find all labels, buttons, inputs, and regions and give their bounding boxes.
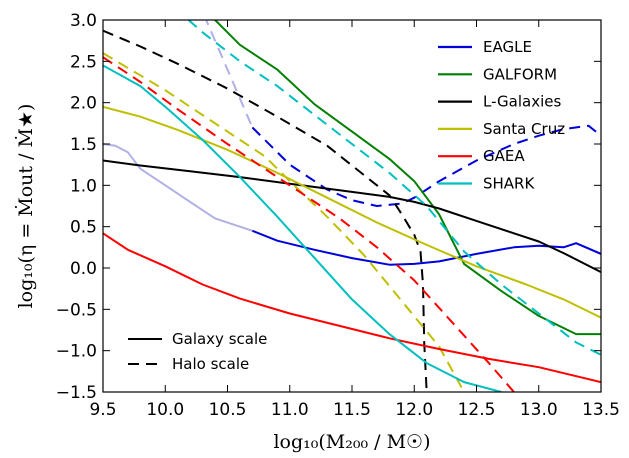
x-tick-label: 9.5: [89, 400, 116, 420]
legend-label-santa-cruz: Santa Cruz: [483, 120, 565, 138]
x-tick-label: 12.0: [395, 400, 433, 420]
series-galform-galaxy: [213, 20, 601, 336]
x-tick-label: 10.5: [209, 400, 247, 420]
x-axis-label: log₁₀(M₂₀₀ / M☉): [273, 431, 430, 453]
legend-label-shark: SHARK: [483, 175, 535, 193]
series-layer: [103, 20, 601, 392]
x-tick-label: 11.5: [333, 400, 371, 420]
legend-label-galaxy-scale: Galaxy scale: [172, 330, 267, 348]
legend-label-halo-scale: Halo scale: [172, 355, 249, 373]
y-tick-label: −1.5: [56, 383, 97, 403]
x-tick-label: 10.0: [146, 400, 184, 420]
y-tick-label: 3.0: [70, 11, 97, 31]
x-tick-label: 13.0: [520, 400, 558, 420]
legend-label-eagle: EAGLE: [483, 38, 532, 56]
legend-label-galform: GALFORM: [483, 65, 557, 83]
series-eagle-galaxy: [252, 229, 601, 266]
legend-label-l-galaxies: L-Galaxies: [483, 93, 562, 111]
y-tick-label: 2.0: [70, 94, 97, 114]
y-tick-label: 1.5: [70, 135, 97, 155]
series-eagle-halo: [251, 124, 601, 207]
y-tick-label: 0.5: [70, 218, 97, 238]
series-l-galaxies-galaxy: [103, 159, 601, 273]
x-tick-label: 13.5: [582, 400, 620, 420]
y-tick-label: 0.0: [70, 259, 97, 279]
series-santa-cruz-galaxy: [103, 105, 601, 319]
y-tick-label: −1.0: [56, 342, 97, 362]
series-shark-galaxy: [103, 64, 502, 392]
y-axis-label: log₁₀(η = Ṁout / Ṁ★): [14, 104, 37, 309]
legend-label-gaea: GAEA: [483, 147, 525, 165]
x-tick-label: 11.0: [271, 400, 309, 420]
ticks-layer: 9.5 10.0 10.5 11.0 11.5 12.0 12.5 13.0 13.5 3.0 2.…: [56, 11, 620, 420]
y-tick-label: 2.5: [70, 52, 97, 72]
series-l-galaxies-halo: [103, 29, 428, 392]
series-santa-cruz-halo: [103, 52, 465, 392]
x-tick-label: 12.5: [458, 400, 496, 420]
series-shark-halo: [187, 20, 601, 356]
series-eagle-halo-faded: [205, 20, 254, 128]
series-gaea-galaxy: [103, 232, 601, 384]
series-eagle-galaxy-faded: [103, 143, 253, 232]
legend-styles: Galaxy scale Halo scale: [128, 330, 267, 373]
y-tick-label: 1.0: [70, 176, 97, 196]
legend-models: EAGLE GALFORM L-Galaxies Santa Cruz GAEA SHAR…: [438, 38, 565, 193]
y-tick-label: −0.5: [56, 300, 97, 320]
